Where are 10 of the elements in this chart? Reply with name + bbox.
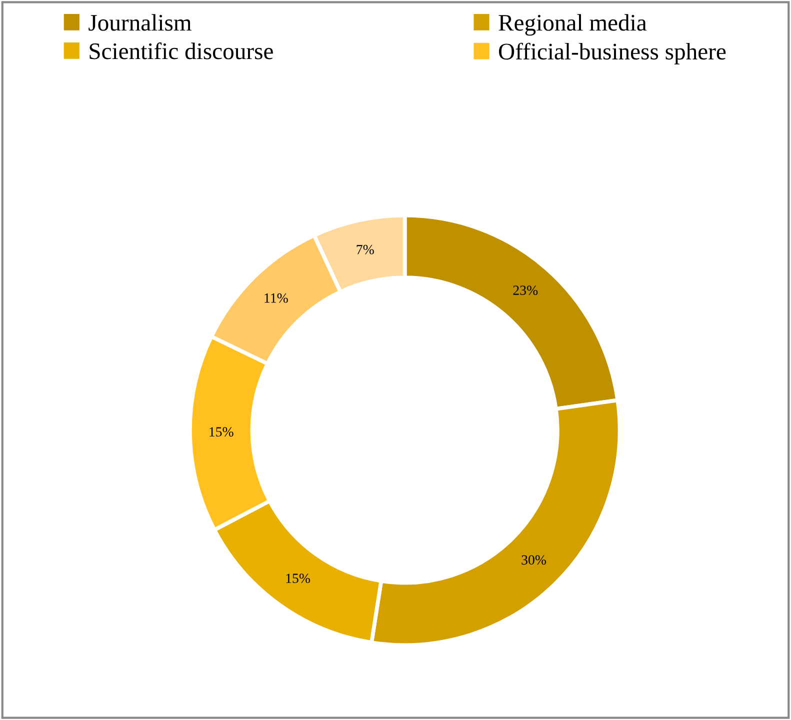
- legend-label: Journalism: [88, 14, 192, 31]
- data-label: 11%: [264, 293, 288, 303]
- legend-label: Scientific discourse: [90, 42, 273, 60]
- data-label: 7%: [356, 244, 374, 254]
- data-label: 23%: [513, 286, 538, 296]
- data-label: 15%: [286, 574, 310, 584]
- legend-label: Official-business sphere: [499, 42, 726, 64]
- data-label: 30%: [522, 555, 546, 565]
- legend-label: Regional media: [498, 14, 647, 36]
- data-label: 15%: [210, 427, 234, 437]
